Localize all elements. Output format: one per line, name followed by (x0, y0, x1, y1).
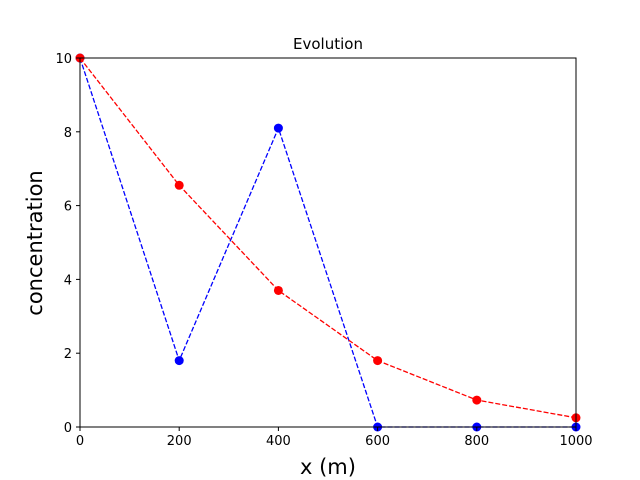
x-tick-label: 600 (365, 434, 390, 449)
series-layer (75, 53, 581, 432)
y-axis: 0 2 4 6 8 10 (55, 52, 80, 436)
x-tick-label: 400 (266, 434, 291, 449)
plot-frame (79, 57, 577, 428)
y-tick-label: 8 (64, 126, 72, 141)
y-tick-label: 2 (64, 347, 72, 362)
series-2-point (373, 356, 383, 366)
y-tick-label: 0 (64, 421, 72, 436)
x-tick-label: 0 (76, 434, 84, 449)
y-tick-label: 10 (55, 52, 72, 67)
x-tick-label: 200 (167, 434, 192, 449)
x-tick-label: 1000 (559, 434, 592, 449)
x-tick-label: 800 (464, 434, 489, 449)
series-line-2 (79, 57, 577, 419)
series-2-point (273, 285, 283, 295)
series-2-point (174, 180, 184, 190)
y-tick-label: 6 (64, 200, 72, 215)
series-1-point (174, 356, 184, 366)
series-1-point (273, 123, 283, 133)
series-line-1 (79, 57, 576, 428)
y-axis-label: concentration (23, 170, 47, 315)
x-axis: 0 200 400 600 800 1000 (76, 427, 593, 449)
y-tick-label: 4 (64, 273, 72, 288)
x-axis-label: x (m) (300, 455, 356, 479)
chart-title: Evolution (293, 35, 363, 53)
series-2-point (472, 395, 482, 405)
